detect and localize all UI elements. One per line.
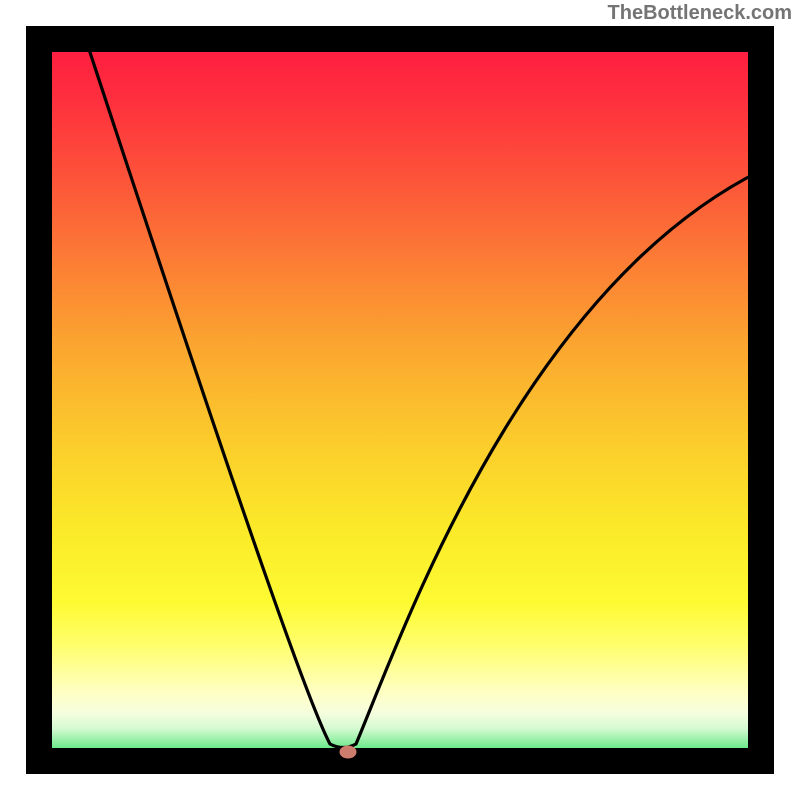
optimum-marker <box>340 746 357 759</box>
watermark-label: TheBottleneck.com <box>608 2 792 25</box>
bottleneck-chart <box>0 0 800 800</box>
plot-gradient-background <box>39 39 761 761</box>
